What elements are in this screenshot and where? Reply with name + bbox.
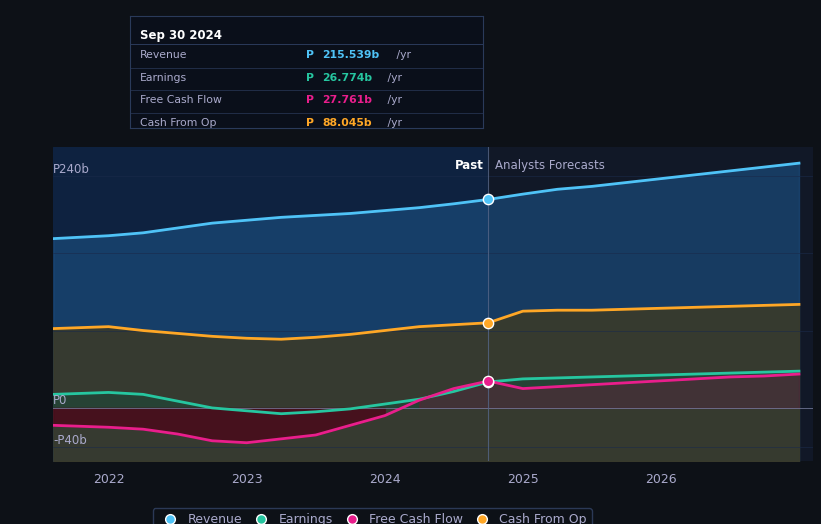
Text: P240b: P240b	[53, 163, 90, 176]
Text: P: P	[306, 50, 314, 60]
Text: P: P	[306, 73, 314, 83]
Text: P0: P0	[53, 394, 68, 407]
Text: /yr: /yr	[384, 118, 402, 128]
Text: -P40b: -P40b	[53, 433, 87, 446]
Text: P: P	[306, 95, 314, 105]
Point	[482, 377, 495, 385]
Text: Earnings: Earnings	[140, 73, 187, 83]
Text: /yr: /yr	[392, 50, 410, 60]
Text: 26.774b: 26.774b	[322, 73, 372, 83]
Text: Analysts Forecasts: Analysts Forecasts	[495, 159, 605, 172]
Text: Cash From Op: Cash From Op	[140, 118, 217, 128]
Text: Free Cash Flow: Free Cash Flow	[140, 95, 222, 105]
Text: 27.761b: 27.761b	[322, 95, 372, 105]
Text: /yr: /yr	[384, 73, 402, 83]
Point	[482, 319, 495, 327]
Bar	[488, 147, 813, 461]
Bar	[53, 147, 488, 461]
Text: 215.539b: 215.539b	[322, 50, 379, 60]
Text: Past: Past	[456, 159, 484, 172]
Text: Revenue: Revenue	[140, 50, 188, 60]
Text: 88.045b: 88.045b	[322, 118, 372, 128]
Point	[482, 378, 495, 386]
Point	[482, 195, 495, 204]
Text: P: P	[306, 118, 314, 128]
Text: Sep 30 2024: Sep 30 2024	[140, 29, 222, 42]
Legend: Revenue, Earnings, Free Cash Flow, Cash From Op: Revenue, Earnings, Free Cash Flow, Cash …	[153, 508, 592, 524]
Text: /yr: /yr	[384, 95, 402, 105]
